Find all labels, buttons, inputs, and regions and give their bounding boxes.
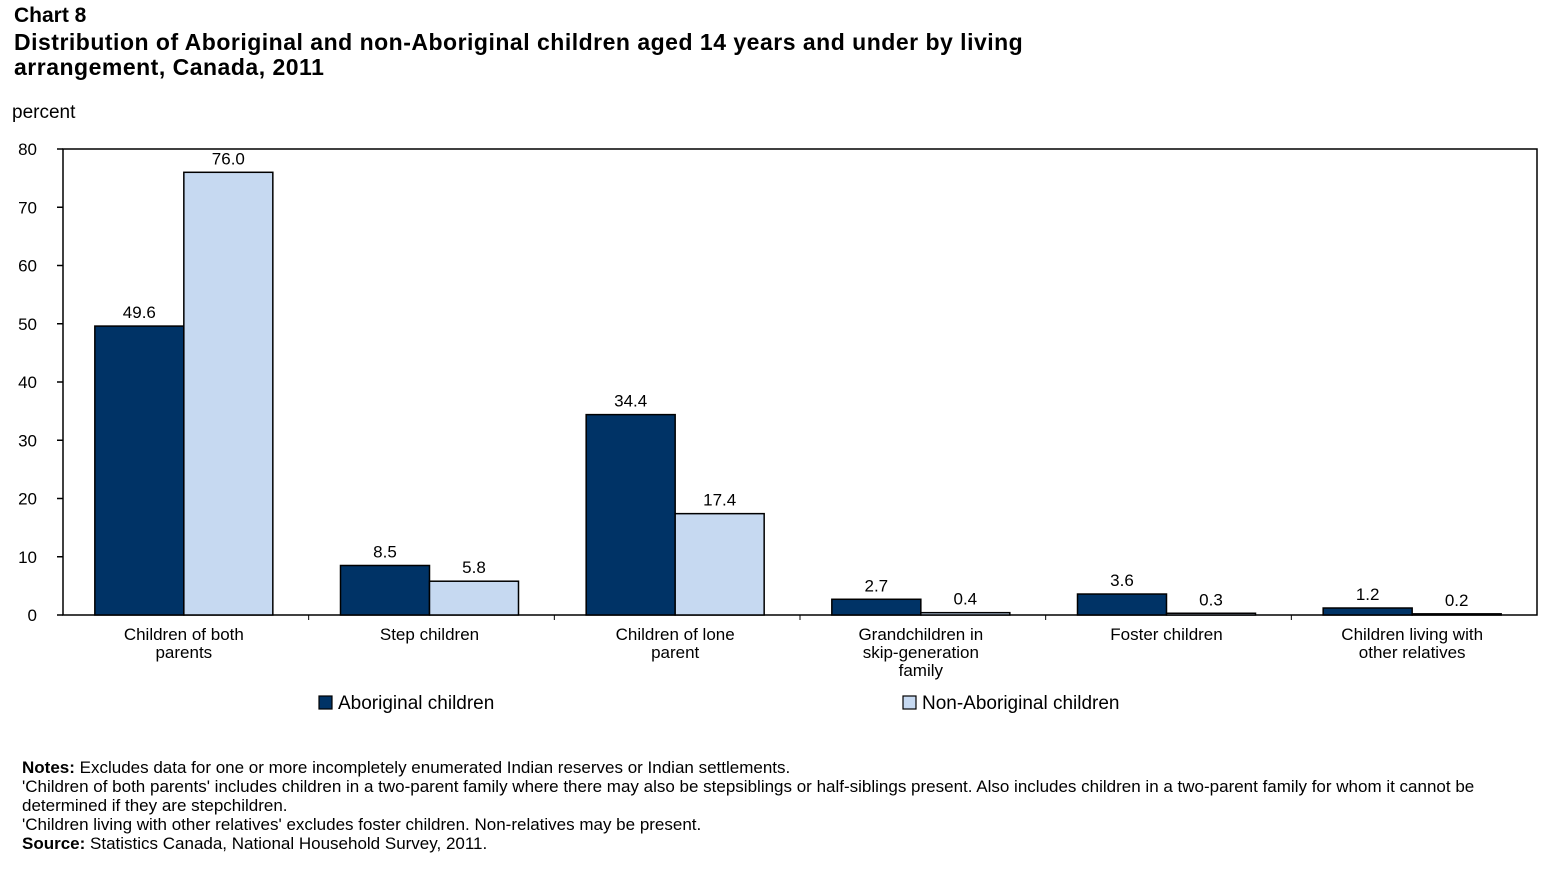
notes-text: Excludes data for one or more incomplete… [74,758,791,777]
bar-value-label: 76.0 [212,149,245,168]
bar [183,171,274,616]
notes-label: Notes: [22,758,75,777]
bar [831,598,922,616]
bar-value-label: 34.4 [614,392,647,411]
bar-value-label: 2.7 [865,576,889,595]
bar-value-label: 8.5 [373,542,397,561]
category-label: Grandchildren in [858,625,983,644]
source-text: Statistics Canada, National Household Su… [85,834,488,853]
bar-value-label: 5.8 [462,558,486,577]
y-tick-label: 20 [18,490,37,509]
legend-swatch [318,695,333,710]
y-tick-label: 0 [28,606,37,625]
category-label: Foster children [1110,625,1222,644]
y-tick-label: 30 [18,431,37,450]
y-tick-label: 40 [18,373,37,392]
notes-block: Notes: Excludes data for one or more inc… [22,758,1502,853]
bar-value-label: 0.4 [954,590,978,609]
category-label: Children of both [124,625,244,644]
bar-value-label: 0.2 [1445,591,1469,610]
bar [1411,613,1502,616]
bar-value-label: 0.3 [1199,590,1223,609]
y-axis-label: percent [12,102,76,123]
category-label: Step children [380,625,479,644]
notes-line-3: 'Children living with other relatives' e… [22,815,702,834]
bar [94,325,185,616]
bar [1165,612,1257,616]
legend-label: Non-Aboriginal children [922,693,1120,714]
bar [585,413,676,616]
category-label: Children living with [1341,625,1483,644]
category-label: skip-generation [863,643,979,662]
notes-line-2: 'Children of both parents' includes chil… [22,777,1475,815]
chart-number: Chart 8 [14,4,87,27]
notes-line-1: Notes: Excludes data for one or more inc… [22,758,1502,777]
bar [1322,607,1413,616]
category-label: Children of lone [616,625,735,644]
y-tick-label: 70 [18,198,37,217]
bar [339,564,431,616]
y-tick-label: 80 [18,140,37,159]
source-line: Source: Statistics Canada, National Hous… [22,834,1502,853]
y-tick-label: 60 [18,257,37,276]
legend-swatch [902,695,917,710]
category-label: parents [155,643,212,662]
y-tick-label: 50 [18,315,37,334]
plot-frame [62,148,1538,616]
category-label: family [899,661,944,680]
category-label: other relatives [1359,643,1466,662]
bar-value-label: 1.2 [1356,585,1380,604]
bar-value-label: 49.6 [123,303,156,322]
bar [920,611,1011,616]
bar [1076,593,1168,616]
chart-title: Distribution of Aboriginal and non-Abori… [14,29,1024,80]
y-tick-label: 10 [18,548,37,567]
bar [428,580,520,616]
bar-value-label: 17.4 [703,491,736,510]
legend-label: Aboriginal children [338,693,494,714]
source-label: Source: [22,834,86,853]
bar-value-label: 3.6 [1110,571,1134,590]
bar [674,512,765,616]
bar-chart: percent 0 10 20 30 40 50 60 70 80 49.6 76.0 Children… [12,102,1538,714]
category-label: parent [651,643,699,662]
